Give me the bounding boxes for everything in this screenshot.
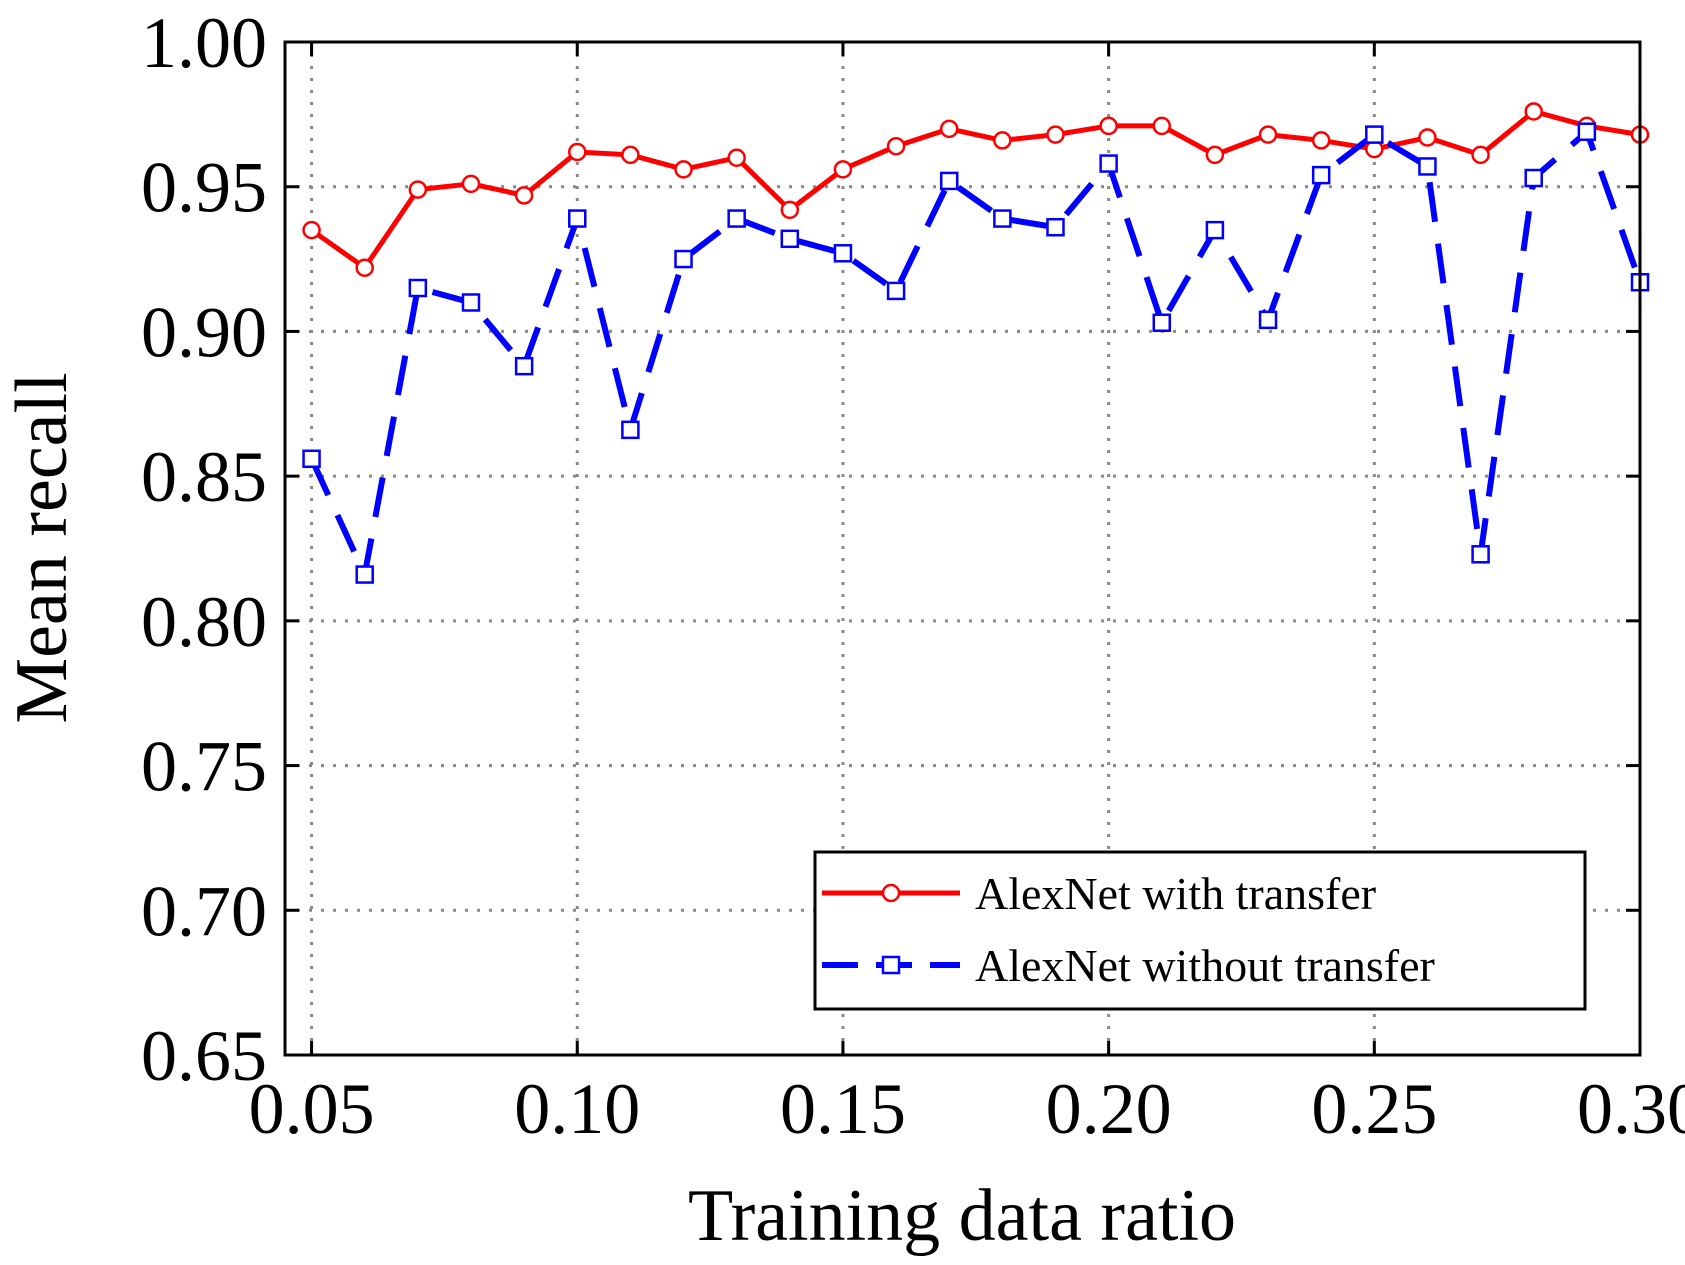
data-point	[1099, 154, 1118, 173]
data-point	[1418, 128, 1437, 147]
y-tick-label: 0.85	[141, 437, 267, 517]
data-point	[408, 180, 428, 199]
x-tick-label: 0.25	[1311, 1069, 1437, 1149]
y-tick-label: 0.70	[141, 871, 267, 951]
data-point	[355, 565, 374, 584]
data-point	[355, 258, 374, 278]
data-point	[1524, 168, 1543, 188]
x-tick-labels: 0.05 0.10 0.15 0.20 0.25 0.30	[249, 1069, 1685, 1149]
data-point	[780, 229, 800, 249]
y-tick-label: 0.90	[141, 292, 267, 372]
x-tick-label: 0.05	[249, 1069, 375, 1149]
data-point	[939, 171, 959, 191]
data-point	[1258, 125, 1278, 144]
data-point	[568, 142, 587, 162]
y-axis-title: Mean recall	[1, 372, 83, 723]
data-point	[1099, 116, 1118, 136]
data-point	[727, 148, 746, 168]
x-tick-label: 0.20	[1046, 1069, 1172, 1149]
data-point	[1471, 545, 1490, 564]
data-point	[302, 220, 321, 240]
x-axis-title: Training data ratio	[688, 1175, 1236, 1257]
data-point	[1046, 125, 1065, 144]
data-point	[993, 131, 1012, 150]
data-point	[1418, 157, 1437, 176]
data-point	[674, 160, 693, 179]
y-tick-label: 1.00	[141, 3, 267, 83]
plot-frame	[283, 40, 1642, 1057]
data-point	[1046, 217, 1065, 237]
data-point	[514, 186, 534, 205]
data-point	[833, 160, 853, 179]
y-tick-label: 0.75	[141, 727, 267, 807]
data-point	[833, 244, 853, 263]
data-point	[1311, 131, 1331, 150]
data-point	[1311, 165, 1331, 185]
data-point	[1205, 145, 1225, 165]
data-point	[1152, 313, 1172, 332]
legend: AlexNet with transfer AlexNet without tra…	[813, 850, 1587, 1011]
data-point	[886, 136, 906, 156]
data-point	[939, 119, 959, 139]
data-point	[993, 209, 1012, 228]
y-tick-labels: 0.65 0.70 0.75 0.80 0.85 0.90 0.95 1.00	[141, 3, 267, 1096]
axis-ticks	[285, 40, 1642, 1057]
x-tick-label: 0.10	[514, 1069, 640, 1149]
series-line-without-transfer	[308, 128, 1643, 578]
legend-marker	[881, 955, 901, 975]
data-point	[461, 174, 481, 194]
data-point	[621, 145, 640, 165]
y-tick-label: 0.80	[141, 582, 267, 662]
y-tick-label: 0.65	[141, 1016, 267, 1096]
data-point	[461, 293, 481, 312]
series-lines	[308, 108, 1643, 578]
data-point	[408, 278, 428, 298]
data-point	[514, 356, 534, 376]
legend-box	[813, 850, 1587, 1011]
data-point	[1577, 122, 1597, 141]
data-point	[621, 420, 640, 440]
data-point	[727, 209, 746, 228]
y-tick-label: 0.95	[141, 148, 267, 228]
data-point	[1524, 102, 1543, 121]
data-point	[886, 281, 906, 301]
legend-label: AlexNet with transfer	[975, 868, 1376, 919]
data-point	[568, 209, 587, 228]
data-point	[1205, 220, 1225, 240]
series-markers	[302, 102, 1650, 584]
data-point	[674, 249, 693, 269]
data-point	[1365, 125, 1384, 144]
data-point	[302, 449, 321, 469]
x-tick-label: 0.30	[1577, 1069, 1685, 1149]
data-point	[1152, 116, 1172, 136]
x-tick-label: 0.15	[780, 1069, 906, 1149]
legend-label: AlexNet without transfer	[975, 940, 1435, 991]
data-point	[1258, 310, 1278, 330]
data-point	[780, 200, 800, 220]
data-point	[1471, 145, 1490, 165]
legend-marker	[881, 883, 901, 903]
